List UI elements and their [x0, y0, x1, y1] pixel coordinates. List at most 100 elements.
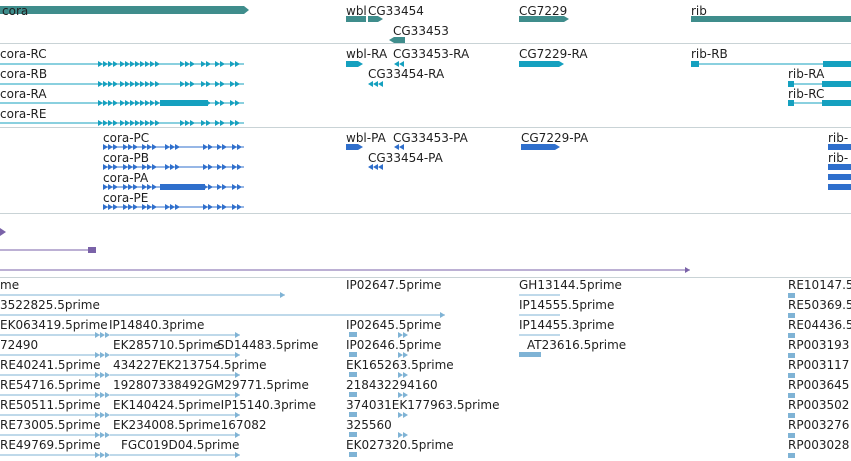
cds-track-label[interactable]: CG7229-PA [521, 131, 589, 145]
strand-arrow[interactable] [235, 392, 240, 398]
gene-track-label[interactable]: rib [691, 4, 707, 18]
strand-arrow[interactable] [220, 61, 225, 67]
est-track-label[interactable]: AT23616.5prime [527, 338, 627, 352]
gene-block[interactable] [346, 16, 366, 22]
strand-arrow[interactable] [103, 100, 108, 106]
est-track-label[interactable]: RE50511.5prime [0, 398, 101, 412]
est-track-label[interactable]: SD14483.5prime [217, 338, 319, 352]
strand-arrow[interactable] [215, 81, 220, 87]
strand-arrow[interactable] [113, 120, 118, 126]
strand-arrow[interactable] [215, 100, 220, 106]
strand-arrow[interactable] [103, 120, 108, 126]
strand-arrow[interactable] [140, 61, 145, 67]
gene-block[interactable] [394, 37, 405, 43]
gene-track-label[interactable]: cora [2, 4, 29, 18]
strand-arrow[interactable] [206, 81, 211, 87]
gene-block[interactable] [519, 16, 564, 22]
strand-arrow[interactable] [175, 144, 180, 150]
strand-arrow[interactable] [128, 144, 133, 150]
strand-arrow[interactable] [142, 184, 147, 190]
est-track-label[interactable]: IP14455.3prime [519, 318, 615, 332]
strand-arrow[interactable] [125, 81, 130, 87]
est-block[interactable] [788, 453, 795, 458]
cds-block[interactable] [828, 174, 851, 180]
est-track-label[interactable]: EK165263.5prime [346, 358, 454, 372]
strand-arrow[interactable] [123, 164, 128, 170]
est-track-label[interactable]: IP02646.5prime [346, 338, 442, 352]
strand-arrow[interactable] [135, 100, 140, 106]
est-track-label[interactable]: 325560 [346, 418, 392, 432]
cds-track-label[interactable]: cora-PA [103, 171, 149, 185]
strand-arrow[interactable] [368, 164, 373, 170]
est-track-label[interactable]: IP14555.5prime [519, 298, 615, 312]
strand-arrow[interactable] [217, 204, 222, 210]
strand-arrow[interactable] [95, 432, 100, 438]
strand-arrow[interactable] [95, 412, 100, 418]
est-track-label[interactable]: RP003645 [788, 378, 850, 392]
transcript-track-label[interactable]: cora-RC [0, 47, 47, 61]
strand-arrow[interactable] [0, 228, 6, 236]
strand-arrow[interactable] [222, 184, 227, 190]
strand-arrow[interactable] [100, 412, 105, 418]
strand-arrow[interactable] [403, 352, 408, 358]
strand-arrow[interactable] [120, 100, 125, 106]
gene-track-label[interactable]: CG7229 [519, 4, 568, 18]
strand-arrow[interactable] [403, 432, 408, 438]
strand-arrow[interactable] [105, 432, 110, 438]
strand-arrow[interactable] [220, 120, 225, 126]
transcript-track-label[interactable]: rib-RB [691, 47, 728, 61]
est-track-label[interactable]: EK063419.5prime [0, 318, 108, 332]
strand-arrow[interactable] [235, 120, 240, 126]
est-block[interactable] [349, 332, 357, 337]
strand-arrow[interactable] [559, 61, 564, 67]
strand-arrow[interactable] [120, 120, 125, 126]
strand-arrow[interactable] [235, 61, 240, 67]
exon-block[interactable] [88, 247, 96, 253]
strand-arrow[interactable] [135, 81, 140, 87]
strand-arrow[interactable] [185, 120, 190, 126]
strand-arrow[interactable] [125, 61, 130, 67]
strand-arrow[interactable] [130, 100, 135, 106]
transcript-track-label[interactable]: CG33453-RA [393, 47, 470, 61]
strand-arrow[interactable] [215, 120, 220, 126]
strand-arrow[interactable] [147, 204, 152, 210]
strand-arrow[interactable] [150, 81, 155, 87]
strand-arrow[interactable] [103, 144, 108, 150]
strand-arrow[interactable] [203, 144, 208, 150]
exon-block[interactable] [822, 100, 851, 106]
est-track-label[interactable]: EK285710.5prime [113, 338, 221, 352]
transcript-track-label[interactable]: CG33454-RA [368, 67, 445, 81]
strand-arrow[interactable] [398, 372, 403, 378]
strand-arrow[interactable] [170, 144, 175, 150]
strand-arrow[interactable] [155, 81, 160, 87]
est-block[interactable] [349, 372, 357, 377]
strand-arrow[interactable] [135, 61, 140, 67]
strand-arrow[interactable] [394, 144, 399, 150]
est-track-label[interactable]: 3522825.5prime [0, 298, 100, 312]
strand-arrow[interactable] [203, 184, 208, 190]
strand-arrow[interactable] [155, 61, 160, 67]
cds-block[interactable] [346, 144, 358, 150]
strand-arrow[interactable] [190, 61, 195, 67]
strand-arrow[interactable] [113, 204, 118, 210]
strand-arrow[interactable] [170, 204, 175, 210]
strand-arrow[interactable] [358, 144, 363, 150]
exon-block[interactable] [788, 100, 794, 106]
strand-arrow[interactable] [232, 204, 237, 210]
strand-arrow[interactable] [105, 452, 110, 458]
strand-arrow[interactable] [378, 81, 383, 87]
strand-arrow[interactable] [108, 184, 113, 190]
exon-block[interactable] [823, 61, 851, 67]
strand-arrow[interactable] [235, 332, 240, 338]
strand-arrow[interactable] [140, 100, 145, 106]
est-block[interactable] [788, 433, 795, 438]
strand-arrow[interactable] [123, 144, 128, 150]
strand-arrow[interactable] [152, 184, 157, 190]
strand-arrow[interactable] [220, 81, 225, 87]
strand-arrow[interactable] [398, 412, 403, 418]
cds-block[interactable] [828, 164, 851, 170]
est-track-label[interactable]: FGC019D04.5prime [121, 438, 240, 452]
strand-arrow[interactable] [113, 184, 118, 190]
est-track-label[interactable]: RE10147.5 [788, 278, 851, 292]
strand-arrow[interactable] [108, 120, 113, 126]
